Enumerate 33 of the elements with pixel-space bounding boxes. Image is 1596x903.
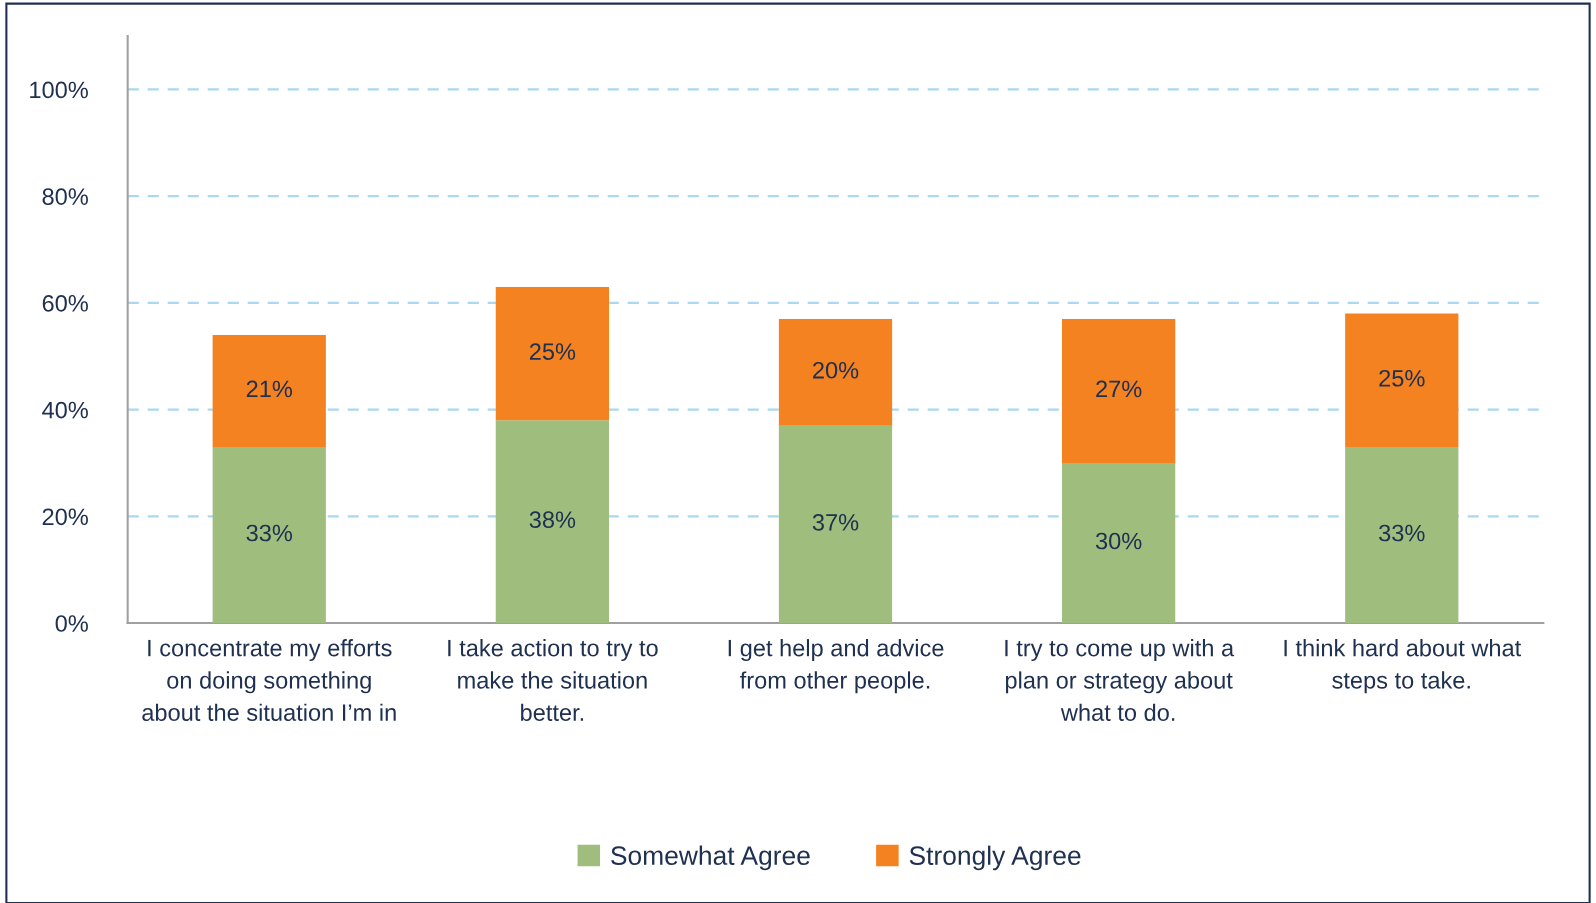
x-tick-label: I take action to try to make the situation better. bbox=[448, 639, 658, 721]
x-tick-label: I think hard about what steps to take. bbox=[1284, 639, 1522, 694]
data-label: 20% bbox=[813, 361, 859, 379]
data-label: 25% bbox=[529, 343, 576, 360]
y-tick-label: 20% bbox=[42, 508, 88, 526]
data-label: 37% bbox=[812, 513, 859, 531]
data-label: 33% bbox=[1379, 524, 1425, 542]
bar bbox=[495, 420, 609, 624]
y-tick-label: 60% bbox=[42, 294, 88, 312]
legend-label: Somewhat Agree bbox=[611, 845, 810, 871]
bar bbox=[778, 425, 893, 624]
bar bbox=[1062, 462, 1176, 624]
bar bbox=[1345, 446, 1459, 624]
y-tick-label: 100% bbox=[30, 81, 88, 99]
x-tick-label: I try to come up with a plan or strategy about what to do. bbox=[1005, 639, 1235, 721]
data-label: 38% bbox=[529, 511, 576, 529]
x-tick-label: I concentrate my efforts on doing something about the situation I’m in bbox=[142, 639, 396, 721]
y-tick-label: 0% bbox=[55, 615, 88, 632]
bar bbox=[495, 286, 609, 421]
bar bbox=[1062, 318, 1176, 463]
data-label: 33% bbox=[246, 524, 293, 542]
bar bbox=[1345, 313, 1459, 447]
y-tick-label: 40% bbox=[42, 401, 88, 419]
data-label: 21% bbox=[246, 380, 293, 398]
legend-label: Strongly Agree bbox=[909, 845, 1081, 871]
data-label: 30% bbox=[1095, 532, 1142, 550]
bar bbox=[212, 446, 326, 624]
bar bbox=[778, 318, 893, 426]
y-tick-label: 80% bbox=[42, 188, 88, 205]
bar bbox=[212, 334, 326, 447]
x-tick-label: I get help and advice from other people. bbox=[728, 639, 944, 694]
data-label: 25% bbox=[1379, 369, 1425, 387]
data-label: 27% bbox=[1096, 380, 1142, 398]
